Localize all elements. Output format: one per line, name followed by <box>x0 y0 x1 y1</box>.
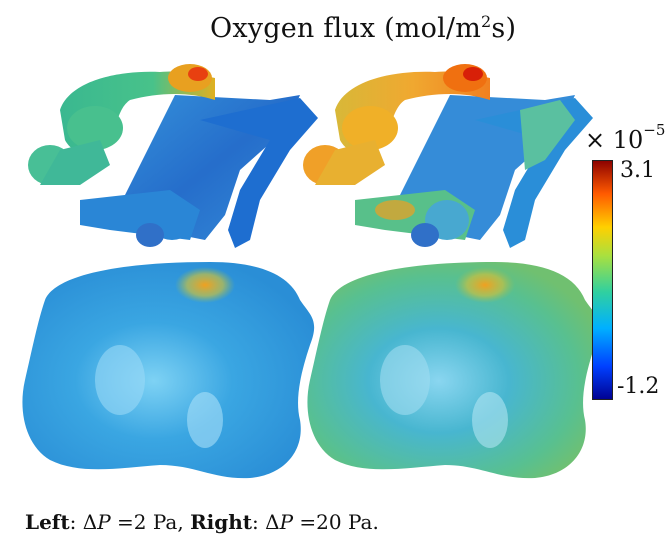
multiplier-exponent: −5 <box>643 121 666 139</box>
caption-right-sep: : Δ <box>252 510 280 534</box>
colorbar-min-label: -1.2 <box>617 374 660 399</box>
colorbar <box>592 160 613 400</box>
caption-p-symbol-right: P <box>279 510 294 534</box>
colorbar-max-label: 3.1 <box>620 158 655 183</box>
vessel-network-left <box>28 64 318 248</box>
multiplier-symbol: × <box>585 126 606 154</box>
caption-left-sep: : Δ <box>69 510 98 534</box>
title-suffix: s) <box>491 13 517 44</box>
colorbar-gradient <box>592 160 613 400</box>
tissue-surface-left <box>22 262 315 479</box>
caption-left-value: =2 Pa, <box>110 510 191 534</box>
caption-left-label: Left <box>25 510 70 534</box>
multiplier-base: 10 <box>612 126 644 154</box>
vessel-network-right <box>303 64 593 248</box>
colorbar-multiplier: × 10−5 <box>585 121 665 154</box>
tissue-surface-right <box>307 262 600 479</box>
caption-right-label: Right <box>190 510 253 534</box>
caption-p-symbol-left: P <box>97 510 111 534</box>
figure-caption: Left: ΔP =2 Pa, Right: ΔP =20 Pa. <box>25 510 379 534</box>
title-superscript: 2 <box>481 12 492 31</box>
title-prefix: Oxygen flux (mol/m <box>210 13 482 44</box>
figure-title: Oxygen flux (mol/m2s) <box>210 12 570 44</box>
caption-right-value: =20 Pa. <box>293 510 379 534</box>
